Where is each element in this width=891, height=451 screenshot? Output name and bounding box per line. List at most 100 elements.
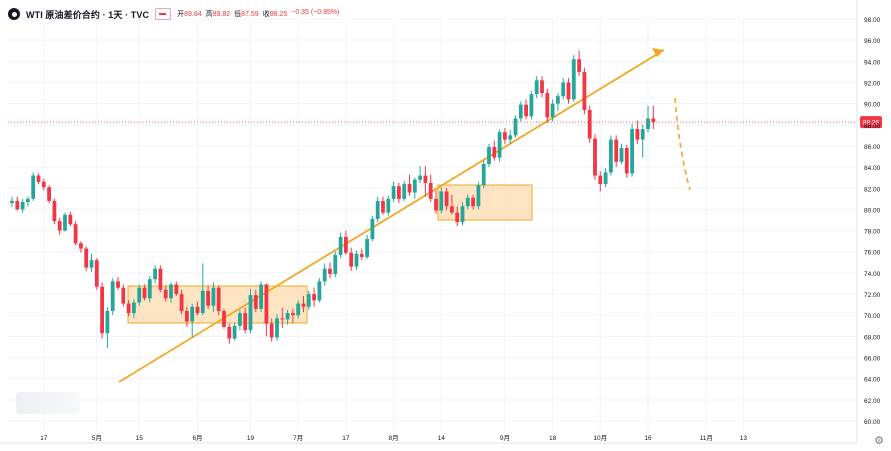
candle (211, 282, 216, 313)
candle (540, 76, 544, 98)
candle (407, 174, 412, 196)
candle-body (603, 172, 608, 185)
candle (402, 180, 407, 201)
candle-body (582, 71, 587, 110)
candle-body (68, 214, 73, 225)
candle (238, 309, 242, 331)
candle-body (79, 243, 83, 249)
candle-body (513, 118, 518, 136)
candle-body (222, 310, 226, 327)
candle (492, 140, 497, 161)
candle-body (640, 129, 645, 140)
candle (132, 299, 136, 319)
drop-dashed-curve[interactable] (674, 97, 691, 191)
y-tick-label: 88.00 (864, 123, 881, 130)
y-tick-label: 76.00 (864, 250, 881, 257)
candle (190, 303, 195, 338)
candle-body (476, 185, 481, 207)
y-tick-label: 68.00 (864, 334, 881, 341)
candle-body (503, 132, 507, 140)
candle (386, 195, 391, 216)
candle (603, 168, 608, 188)
candle (418, 166, 422, 183)
x-tick-label: 8月 (389, 434, 399, 442)
candle (137, 284, 142, 306)
candle-body (158, 268, 163, 290)
candle (179, 289, 184, 315)
candle (587, 105, 592, 143)
candle (487, 143, 491, 168)
current-price-tag[interactable] (860, 116, 882, 129)
candle-body (359, 253, 364, 258)
candle-body (147, 279, 152, 299)
time-axis[interactable]: 17 5月 15 6月 19 7月 17 8月 14 9月 18 10月 16 11月 13 (0, 434, 857, 444)
candle-body (402, 184, 407, 199)
ohlc-values: 开89.84 高89.82 低87.59 收88.25 −0.35 (−0.95… (177, 9, 339, 19)
candle (110, 278, 115, 316)
candle-body (598, 175, 603, 185)
y-tick-label: 80.00 (864, 207, 881, 214)
candle (518, 101, 523, 122)
candle (375, 196, 380, 223)
candle (200, 263, 205, 316)
candle (614, 135, 619, 168)
candle-body (418, 175, 422, 180)
x-tick-label: 5月 (92, 434, 102, 442)
candle-body (397, 186, 401, 199)
y-tick-label: 90.00 (864, 102, 881, 109)
candle (227, 323, 232, 344)
candle-body (651, 118, 656, 123)
candle (312, 287, 316, 307)
candle (259, 281, 263, 313)
candle (593, 134, 597, 180)
candle (63, 212, 67, 232)
x-tick-label: 17 (342, 435, 350, 442)
y-tick-label: 66.00 (864, 356, 881, 363)
candle-body (285, 313, 290, 320)
candle (338, 232, 343, 259)
close-value: 88.25 (269, 11, 288, 18)
candle (349, 247, 354, 271)
candle-body (232, 325, 237, 339)
candle (52, 198, 57, 225)
drawing-annotations[interactable] (118, 48, 691, 383)
grid-lines (8, 18, 857, 431)
candle (529, 90, 534, 120)
trend-arrow[interactable] (118, 49, 665, 383)
candle-body (116, 281, 120, 288)
candle-body (328, 268, 332, 274)
price-axis[interactable]: 60.00 62.00 64.00 66.00 68.00 70.00 72.00 74.00… (856, 0, 881, 443)
candle (577, 50, 581, 77)
settings-gear-icon[interactable]: ⚙ (874, 435, 884, 447)
symbol-title[interactable]: WTI 原油差价合约 · 1天 · TVC (26, 9, 150, 20)
candle-body (291, 313, 295, 316)
candle (20, 198, 25, 213)
candle-body (630, 129, 634, 174)
candle (100, 282, 104, 339)
candle-body (365, 239, 369, 258)
candle-body (296, 303, 301, 316)
candle-body (609, 139, 613, 173)
candle (73, 221, 78, 246)
candle (497, 129, 502, 162)
candle (397, 182, 401, 204)
candle-body (105, 310, 110, 334)
candle-body (110, 281, 115, 311)
candle (439, 187, 444, 214)
candle (116, 277, 120, 290)
candle-body (190, 306, 195, 322)
candle (640, 124, 645, 158)
candle (275, 314, 279, 341)
candle (460, 202, 465, 226)
candle-body (428, 182, 433, 199)
candle (253, 289, 258, 313)
candle-body (571, 59, 576, 100)
low-value: 87.59 (241, 11, 259, 18)
candle-body (153, 268, 157, 280)
candle (163, 285, 168, 302)
candle (534, 76, 539, 99)
market-status-icon[interactable] (155, 8, 172, 20)
candle-body (163, 289, 168, 299)
consolidation-box-2[interactable] (437, 184, 533, 221)
